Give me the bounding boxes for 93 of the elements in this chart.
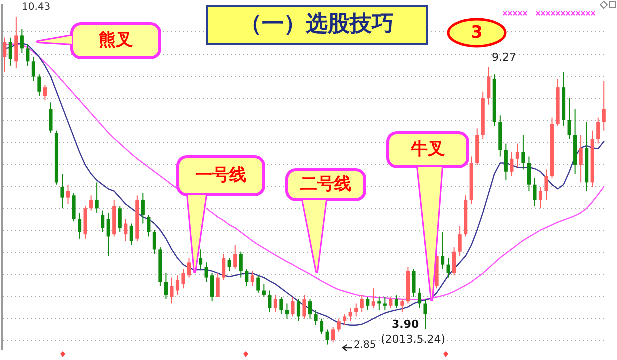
candlestick	[538, 186, 543, 210]
candlestick	[245, 268, 249, 287]
candlestick	[118, 206, 122, 233]
candlestick	[568, 98, 572, 140]
candlestick	[234, 244, 238, 270]
candlestick	[383, 296, 387, 311]
candlestick	[280, 296, 284, 316]
annotation: 牛叉	[411, 140, 445, 160]
candlestick	[285, 303, 289, 320]
annotation: 二号线	[300, 174, 352, 194]
candlestick	[164, 272, 168, 300]
candlestick	[66, 184, 70, 205]
candlestick	[418, 288, 422, 309]
candlestick	[78, 212, 82, 240]
candlestick	[320, 318, 324, 335]
candlestick	[152, 230, 156, 255]
candlestick	[510, 152, 514, 177]
candlestick	[3, 37, 7, 73]
candlestick	[452, 247, 456, 276]
candlestick	[579, 134, 583, 184]
candlestick	[101, 210, 105, 233]
candlestick	[400, 298, 404, 313]
candlestick	[533, 178, 537, 207]
candlestick	[204, 262, 208, 283]
candlestick	[348, 308, 352, 322]
candlestick	[412, 268, 416, 298]
annotation: 熊叉	[99, 30, 133, 50]
candlestick	[527, 156, 531, 192]
candlestick	[170, 277, 174, 304]
candlestick	[124, 218, 128, 242]
candlestick	[602, 80, 606, 132]
candlestick	[372, 288, 376, 309]
candlestick	[199, 249, 203, 270]
candlestick	[378, 296, 382, 311]
candlestick	[72, 192, 76, 222]
candlestick	[308, 298, 312, 320]
annotation: 一号线	[196, 166, 246, 186]
candlestick	[424, 298, 428, 330]
candlestick	[182, 268, 186, 290]
candlestick	[106, 212, 110, 257]
candlestick	[389, 296, 393, 309]
candlestick	[210, 272, 214, 302]
annotation: 10.43	[22, 2, 51, 13]
candlestick	[141, 192, 145, 224]
candlestick	[291, 296, 295, 318]
candlestick	[239, 251, 243, 278]
candlestick	[95, 182, 99, 214]
candlestick	[544, 169, 548, 200]
candlestick	[49, 102, 53, 134]
candlestick	[394, 294, 398, 309]
candlestick	[8, 37, 12, 66]
candlestick	[360, 294, 364, 313]
candlestick	[516, 143, 520, 168]
candlestick	[274, 294, 278, 313]
candlestick	[256, 275, 260, 294]
candlestick	[596, 117, 600, 144]
annotation: (2013.5.24)	[381, 333, 446, 346]
candlestick	[337, 318, 341, 332]
candlestick	[296, 298, 301, 322]
candlestick	[38, 74, 42, 97]
candlestick	[262, 284, 266, 298]
candlestick	[130, 223, 134, 246]
candlestick	[187, 258, 192, 278]
candlestick	[504, 143, 508, 182]
candlestick	[446, 258, 450, 278]
annotation: 9.27	[492, 51, 516, 64]
candlestick	[302, 294, 306, 320]
candlestick	[228, 258, 232, 272]
candlestick	[222, 254, 226, 280]
candlestick	[268, 290, 272, 313]
candlestick	[32, 56, 36, 82]
candlestick	[60, 174, 64, 210]
candlestick	[487, 66, 491, 106]
candlestick	[90, 195, 94, 212]
candlestick	[458, 225, 462, 257]
candlestick	[522, 134, 526, 170]
candlestick	[332, 327, 336, 344]
candlestick	[20, 28, 24, 54]
candlestick	[326, 329, 330, 346]
candlestick	[43, 84, 47, 102]
annotation: 2.85	[354, 340, 376, 351]
candlestick	[343, 314, 347, 326]
candlestick	[176, 275, 180, 296]
candlestick	[216, 272, 220, 298]
candlestick	[314, 310, 318, 326]
candlestick	[147, 214, 151, 238]
candlestick	[441, 232, 445, 270]
candlestick	[366, 296, 370, 311]
candlestick	[250, 270, 254, 287]
candlestick	[26, 44, 30, 66]
chart-title: （一）选股技巧	[206, 5, 428, 45]
candlestick	[354, 303, 358, 318]
annotation: 3.90	[392, 318, 420, 331]
